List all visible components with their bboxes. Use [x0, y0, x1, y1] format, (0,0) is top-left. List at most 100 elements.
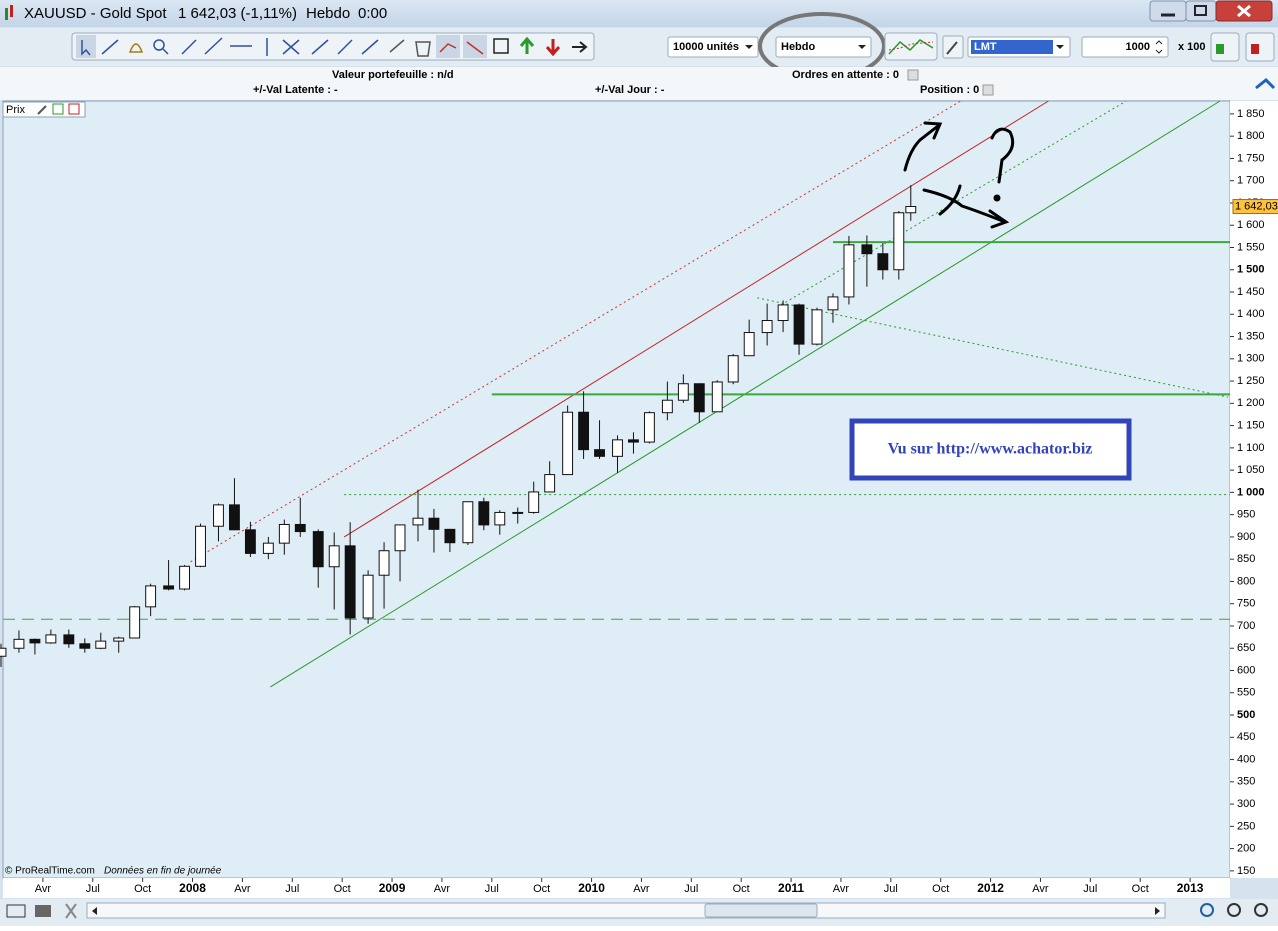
candle-body — [63, 634, 75, 645]
panel-buttons[interactable] — [37, 103, 80, 115]
zoom-buttons[interactable] — [1200, 903, 1268, 917]
candle-body — [494, 511, 506, 526]
candle-body — [711, 381, 723, 413]
y-tick-label: 500 — [1237, 709, 1255, 721]
candle-body — [693, 383, 705, 413]
x-tick-label: Oct — [733, 883, 750, 895]
candle-body — [262, 542, 274, 554]
y-tick-label: 1 850 — [1237, 108, 1265, 120]
quantity-select[interactable] — [667, 36, 759, 58]
tool-icons[interactable] — [76, 35, 588, 58]
y-tick-label: 200 — [1237, 843, 1255, 855]
annotation: Vu sur http://www.achator.biz — [888, 441, 1093, 458]
y-tick-label: 650 — [1237, 642, 1255, 654]
panel-label: Prix — [6, 104, 25, 116]
y-tick-label: 1 000 — [1237, 486, 1265, 498]
period-select[interactable] — [775, 36, 872, 58]
position: Position : 0 — [920, 84, 979, 96]
y-tick-label: 1 250 — [1237, 375, 1265, 387]
candle-body — [578, 411, 590, 451]
candle-body — [905, 206, 917, 214]
y-tick-label: 1 100 — [1237, 442, 1265, 454]
buy-sell-buttons[interactable] — [1210, 32, 1275, 62]
scrollbar[interactable] — [86, 902, 1166, 919]
order-type: LMT — [974, 41, 997, 53]
candle-body — [378, 550, 390, 576]
candle-body — [562, 411, 574, 476]
candle-body — [79, 643, 91, 649]
candle-body — [278, 523, 290, 544]
candle-body — [811, 309, 823, 345]
candle-body — [163, 585, 175, 590]
x-tick-label: 2011 — [778, 881, 804, 895]
candle-body — [228, 504, 240, 531]
x-tick-label: Avr — [833, 883, 850, 895]
chart-style-button[interactable] — [884, 32, 938, 61]
x-tick-label: Jul — [1083, 883, 1097, 895]
y-tick-label: 1 300 — [1237, 353, 1265, 365]
bottom-icons[interactable] — [6, 903, 77, 919]
title-bar — [0, 0, 1278, 27]
y-tick-label: 1 600 — [1237, 219, 1265, 231]
candle-body — [512, 511, 524, 514]
drawing-tools — [71, 32, 595, 61]
candle-body — [643, 412, 655, 443]
candle-body — [462, 501, 474, 544]
candle-body — [29, 638, 41, 644]
candle-body — [761, 320, 773, 334]
y-tick-label: 850 — [1237, 553, 1255, 565]
candle-body — [827, 296, 839, 311]
amount-input[interactable] — [1081, 36, 1169, 58]
order-type-select[interactable] — [967, 36, 1071, 58]
x-tick-label: Avr — [434, 883, 451, 895]
candle-body — [628, 439, 639, 443]
y-tick-label: 700 — [1237, 620, 1255, 632]
time-axis — [3, 878, 1230, 898]
y-tick-label: 150 — [1237, 865, 1255, 877]
candle-body — [179, 565, 190, 590]
y-tick-label: 400 — [1237, 753, 1255, 765]
order-settings[interactable] — [942, 35, 964, 59]
candle-body — [727, 355, 739, 383]
y-tick-label: 300 — [1237, 798, 1255, 810]
candle-body — [444, 528, 456, 544]
info-bar — [0, 67, 1278, 100]
y-tick-label: 1 750 — [1237, 152, 1265, 164]
candle-body — [843, 244, 855, 298]
sync-button[interactable] — [1255, 77, 1276, 90]
x-tick-label: Avr — [1032, 883, 1049, 895]
x-tick-label: Jul — [485, 883, 499, 895]
info-close-buttons[interactable] — [907, 69, 994, 96]
candle-body — [793, 304, 805, 345]
trend-line — [343, 100, 1049, 538]
x-tick-label: Oct — [533, 883, 550, 895]
trend-line — [757, 297, 1229, 398]
candle-body — [95, 640, 107, 649]
plot-area — [2, 100, 1231, 879]
window-symbol: XAUUSD - Gold Spot — [24, 5, 167, 22]
window-time: 0:00 — [358, 5, 387, 22]
x-tick-label: 2010 — [578, 881, 605, 895]
x-tick-label: Oct — [334, 883, 351, 895]
x-tick-label: Oct — [1132, 883, 1149, 895]
price-axis — [1230, 101, 1278, 878]
candle-body — [328, 545, 340, 568]
app-icon — [5, 5, 13, 20]
credit: © ProRealTime.com — [5, 866, 95, 877]
y-tick-label: 1 450 — [1237, 286, 1265, 298]
candle-body — [677, 383, 689, 401]
amount: 1000 — [1126, 41, 1150, 53]
y-tick-label: 1 700 — [1237, 175, 1265, 187]
x-tick-label: Avr — [234, 883, 251, 895]
candle-body — [145, 585, 157, 608]
candle-body — [213, 504, 224, 527]
x-tick-label: 2012 — [977, 881, 1004, 895]
annotation-box — [849, 418, 1132, 481]
x-tick-label: 2013 — [1177, 881, 1204, 895]
candle-body — [45, 634, 57, 644]
candle-body — [294, 523, 306, 533]
window-buttons[interactable] — [1149, 0, 1273, 22]
y-tick-label: 1 800 — [1237, 130, 1265, 142]
x-tick-label: Jul — [884, 883, 898, 895]
candle-body — [544, 474, 556, 493]
